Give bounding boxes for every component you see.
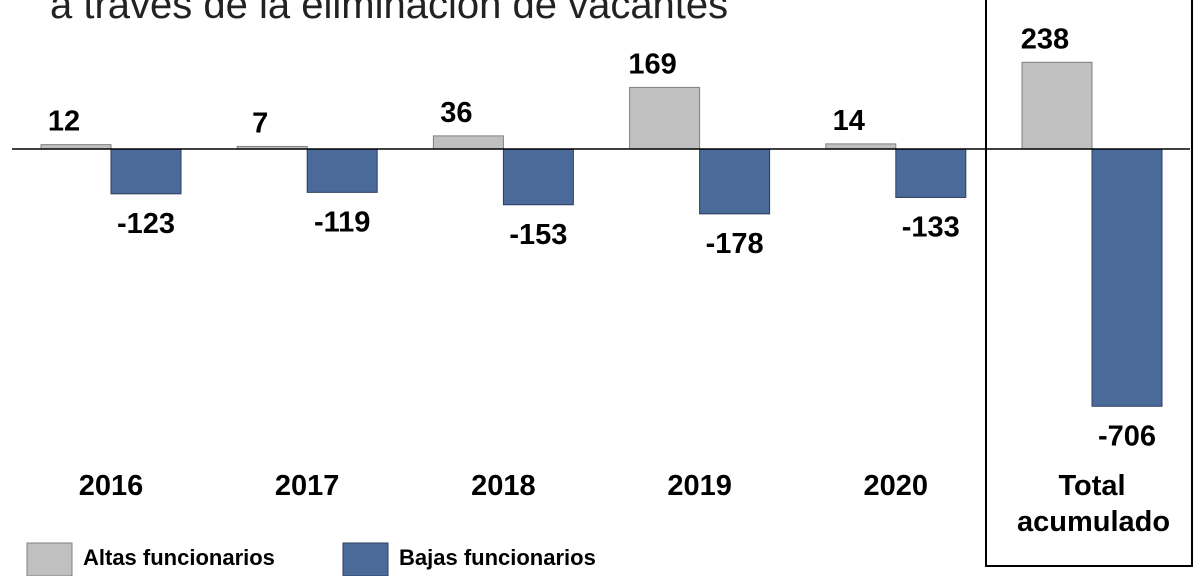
legend-label: Altas funcionarios xyxy=(83,545,275,570)
value-label: -119 xyxy=(314,206,370,238)
value-label: 14 xyxy=(833,105,865,137)
category-label: 2017 xyxy=(274,470,340,502)
value-label: 12 xyxy=(48,106,80,138)
category-label: Total acumulado xyxy=(1017,470,1171,538)
category-label: 2016 xyxy=(78,470,144,502)
value-label: -178 xyxy=(706,228,764,260)
legend-label: Bajas funcionarios xyxy=(399,545,596,570)
bar xyxy=(1091,148,1163,407)
value-label: -153 xyxy=(509,219,567,251)
bar xyxy=(110,148,182,195)
value-label: 7 xyxy=(252,107,268,139)
category-label: 2019 xyxy=(667,470,732,502)
bar xyxy=(629,86,701,150)
legend-swatch xyxy=(342,542,389,576)
bar xyxy=(306,148,378,193)
total-box xyxy=(985,0,1193,567)
value-label: 169 xyxy=(628,48,676,80)
bar xyxy=(699,148,771,215)
bar xyxy=(1021,61,1093,150)
bar xyxy=(432,135,504,150)
value-label: 36 xyxy=(440,97,472,129)
category-label: 2020 xyxy=(863,470,929,502)
chart-title: a través de la eliminación de vacantes xyxy=(50,0,728,27)
legend-swatch xyxy=(26,542,73,576)
value-label: 238 xyxy=(1021,23,1069,55)
value-label: -133 xyxy=(902,211,960,243)
bar xyxy=(825,143,897,150)
category-label: 2018 xyxy=(471,470,536,502)
bar xyxy=(502,148,574,206)
value-label: -706 xyxy=(1098,420,1156,452)
bar xyxy=(895,148,967,198)
value-label: -123 xyxy=(117,208,175,240)
